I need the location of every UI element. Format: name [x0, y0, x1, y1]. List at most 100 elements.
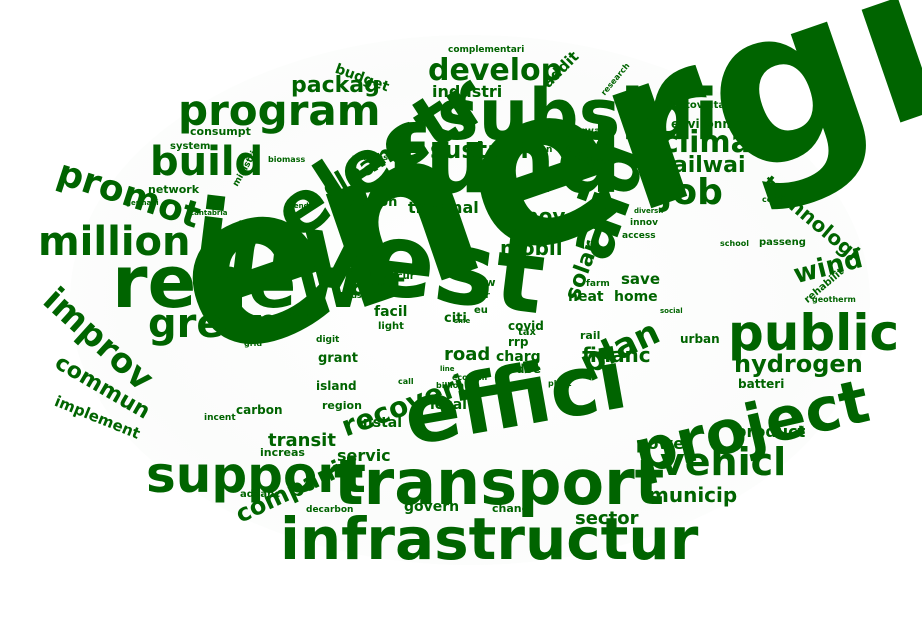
word-carbon: carbon [236, 403, 283, 417]
word-biomass: biomass [268, 155, 306, 164]
word-cantabria: cantabria [190, 209, 228, 217]
word-replac: replac [584, 155, 609, 163]
word-job: job [660, 172, 723, 213]
word-nation: nation [520, 145, 553, 155]
word-digit: digit [316, 335, 340, 345]
word-doe: doe [516, 362, 541, 376]
word-batteri: batteri [738, 377, 785, 391]
word-covid: covid [508, 319, 544, 333]
word-social: social [660, 307, 683, 315]
word-hydrogen: hydrogen [734, 350, 863, 378]
word-power: power [636, 434, 692, 453]
word-incent: incent [204, 413, 236, 423]
word-call: call [398, 377, 414, 386]
word-build: build [150, 139, 264, 185]
word-transport: transport [334, 446, 665, 519]
word-support: support [146, 446, 366, 504]
word-green: green [148, 301, 280, 347]
word-line: line [440, 365, 455, 373]
word-transit: transit [268, 430, 336, 451]
word-environment: environment [671, 117, 758, 131]
word-grant: grant [318, 351, 358, 366]
word-decarbon: decarbon [306, 505, 354, 515]
word-passeng: passeng [759, 237, 806, 248]
word-emiss: emiss [513, 225, 559, 241]
word-island: island [316, 379, 357, 393]
word-mobil: mobil [500, 236, 563, 260]
word-industri: industri [432, 82, 503, 101]
word-vehicl: vehicl [660, 440, 787, 484]
word-billion: billion [436, 381, 464, 390]
word-scheme: scheme [290, 309, 325, 318]
word-financ: financ [582, 343, 651, 367]
word-innov: innov [630, 218, 658, 228]
word-school: school [720, 239, 749, 248]
word-sustain: sustain [430, 136, 529, 164]
word-econom: econom [452, 373, 488, 382]
word-light: light [378, 321, 404, 332]
word-sme: sme [454, 317, 471, 325]
word-system: system [170, 141, 211, 152]
word-low: low [474, 276, 496, 289]
word-chang: chang [492, 502, 530, 515]
word-climat: climat [661, 125, 766, 160]
word-hous: hous [340, 291, 362, 300]
word-plant: plant [548, 379, 572, 388]
word-product: product [735, 422, 806, 441]
word-geotherm: geotherm [812, 295, 856, 304]
word-secur: secur [384, 271, 415, 282]
word-rrp: rrp [508, 335, 529, 349]
word-servic: servic [337, 446, 391, 465]
word-york: york [372, 281, 390, 289]
word-car: car [474, 291, 490, 301]
word-purchas: purchas [352, 153, 388, 162]
word-friendli: friendli [285, 202, 314, 210]
word-tax: tax [518, 327, 536, 338]
word-award: award [578, 126, 613, 137]
word-network: network [148, 183, 200, 196]
word-packag: packag [291, 73, 380, 98]
word-farm: farm [586, 279, 610, 289]
word-develop: develop [428, 53, 563, 88]
word-consumpt: consumpt [190, 125, 251, 138]
word-diversif: diversif [634, 207, 664, 215]
word-action: action [352, 195, 398, 210]
word-fund: fund [385, 107, 622, 214]
word-municip: municip [648, 483, 738, 507]
word-govern: govern [404, 499, 460, 515]
word-subsidi: subsidi [437, 74, 719, 156]
word-infrastructur: infrastructur [280, 505, 699, 573]
word-program: program [178, 86, 381, 135]
word-complementari: complementari [448, 45, 525, 55]
word-thermal: thermal [408, 198, 479, 217]
word-eu: eu [474, 305, 488, 316]
word-charg: charg [496, 349, 541, 365]
word-railwai: railwai [662, 153, 746, 178]
cloud-backdrop [70, 35, 870, 565]
word-home: home [614, 289, 658, 305]
word-renov: renov [501, 204, 566, 228]
word-local: local [430, 397, 467, 413]
word-advanc: advanc [240, 489, 281, 500]
word-sector: sector [575, 508, 639, 529]
word-increas: increas [260, 446, 305, 459]
word-region: region [322, 399, 362, 412]
word-million: million [38, 219, 191, 265]
word-germani: germani [126, 199, 159, 207]
word-act: act [349, 265, 405, 303]
word-heat: heat [568, 289, 604, 305]
word-entiti: entiti [340, 266, 374, 279]
word-renew: renew [112, 240, 363, 324]
word-construct: construct [762, 195, 805, 204]
word-access: access [622, 231, 656, 241]
word-photovolta: photovolta [664, 100, 726, 111]
word-rail: rail [580, 329, 601, 342]
word-save: save [621, 270, 661, 288]
word-urban: urban [680, 332, 720, 346]
word-citi: citi [444, 311, 467, 326]
word-facil: facil [374, 304, 408, 320]
word-public: public [728, 304, 900, 362]
word-instal: instal [358, 415, 403, 431]
word-road: road [444, 344, 491, 365]
